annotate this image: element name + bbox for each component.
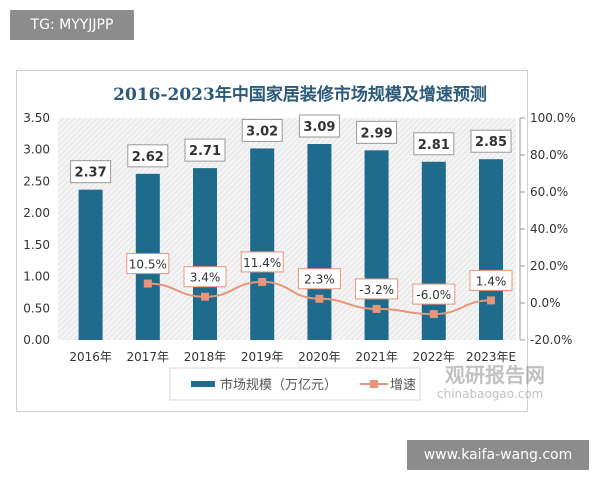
x-tick: 2022年	[413, 350, 456, 364]
growth-label-box	[240, 251, 284, 273]
growth-label: -3.2%	[359, 283, 394, 297]
bar-label-box	[70, 160, 112, 184]
bar	[78, 189, 103, 340]
bar-label-box	[356, 120, 398, 144]
legend: 市场规模（万亿元） 增速	[169, 367, 421, 401]
growth-label-box	[297, 268, 341, 290]
y-right-tick: 0.0%	[530, 296, 561, 310]
x-tick: 2018年	[184, 350, 227, 364]
bar	[307, 144, 332, 340]
logo-sub: chinabaogao.com	[437, 387, 543, 401]
growth-point	[487, 296, 495, 305]
bar-label-box	[241, 118, 283, 142]
x-tick: 2021年	[355, 350, 398, 364]
growth-label-box	[126, 253, 170, 275]
bar-label: 2.81	[418, 138, 450, 153]
chart-frame	[16, 70, 528, 412]
bar-label: 2.99	[361, 126, 393, 141]
source-logo: 观研报告网 chinabaogao.com	[437, 363, 545, 401]
watermark-site: www.kaifa-wang.com	[407, 440, 589, 470]
legend-bar-label: 市场规模（万亿元）	[220, 377, 337, 393]
bar-label: 3.09	[303, 120, 335, 135]
y-left-tick: 3.00	[23, 143, 50, 157]
growth-point	[143, 279, 152, 288]
growth-label-box	[469, 269, 513, 291]
bar-label-box	[470, 129, 512, 153]
y-left-tick: 2.50	[23, 174, 50, 188]
growth-label: 10.5%	[129, 258, 167, 272]
y-right-tick: 40.0%	[530, 222, 568, 236]
legend-bar-swatch	[191, 381, 215, 387]
bar-label-box	[298, 114, 340, 138]
bar-label: 2.71	[189, 144, 221, 159]
growth-label-box	[412, 283, 456, 305]
y-left-tick: 1.00	[23, 270, 50, 284]
bar	[479, 159, 503, 340]
bar-label: 2.37	[75, 166, 107, 181]
bar-label-box	[127, 144, 169, 168]
x-tick: 2023年E	[466, 350, 516, 364]
y-right-tick: 20.0%	[530, 259, 568, 273]
x-tick: 2016年	[69, 350, 112, 364]
x-tick: 2017年	[127, 350, 170, 364]
x-tick: 2020年	[298, 350, 341, 364]
growth-label: -6.0%	[416, 288, 451, 302]
y-right-tick: -20.0%	[530, 333, 572, 347]
y-left-tick: 2.00	[23, 206, 50, 220]
watermark-tag: TG: MYYJJPP	[10, 10, 134, 40]
legend-line-label: 增速	[390, 378, 416, 393]
growth-label-box	[183, 266, 227, 288]
logo-text: 观研报告网	[445, 363, 545, 387]
y-left-tick: 1.50	[23, 238, 50, 252]
growth-label: 2.3%	[304, 273, 335, 287]
y-left-tick: 3.50	[23, 111, 50, 125]
growth-point	[201, 292, 209, 301]
growth-point	[315, 294, 324, 303]
growth-label: 11.4%	[243, 256, 281, 270]
x-tick: 2019年	[241, 350, 284, 364]
y-right-tick: 80.0%	[530, 148, 568, 162]
growth-point	[372, 304, 381, 313]
bar	[193, 168, 217, 340]
growth-label-box	[355, 278, 399, 300]
chart-title: 2016-2023年中国家居装修市场规模及增速预测	[113, 84, 487, 105]
y-left-tick: 0.50	[23, 301, 50, 315]
bar-label: 2.85	[475, 135, 507, 150]
bar-label-box	[184, 138, 226, 162]
y-right-tick: 60.0%	[530, 185, 568, 199]
y-left-tick: 0.00	[23, 333, 50, 347]
growth-label: 1.4%	[476, 274, 507, 288]
growth-point	[258, 277, 267, 286]
bar-label: 3.02	[246, 124, 278, 139]
bar-label: 2.62	[132, 150, 164, 165]
bar	[250, 148, 275, 340]
y-right-tick: 100.0%	[530, 111, 576, 125]
growth-point	[429, 310, 438, 319]
growth-label: 3.4%	[190, 271, 221, 285]
bar-label-box	[413, 132, 455, 156]
